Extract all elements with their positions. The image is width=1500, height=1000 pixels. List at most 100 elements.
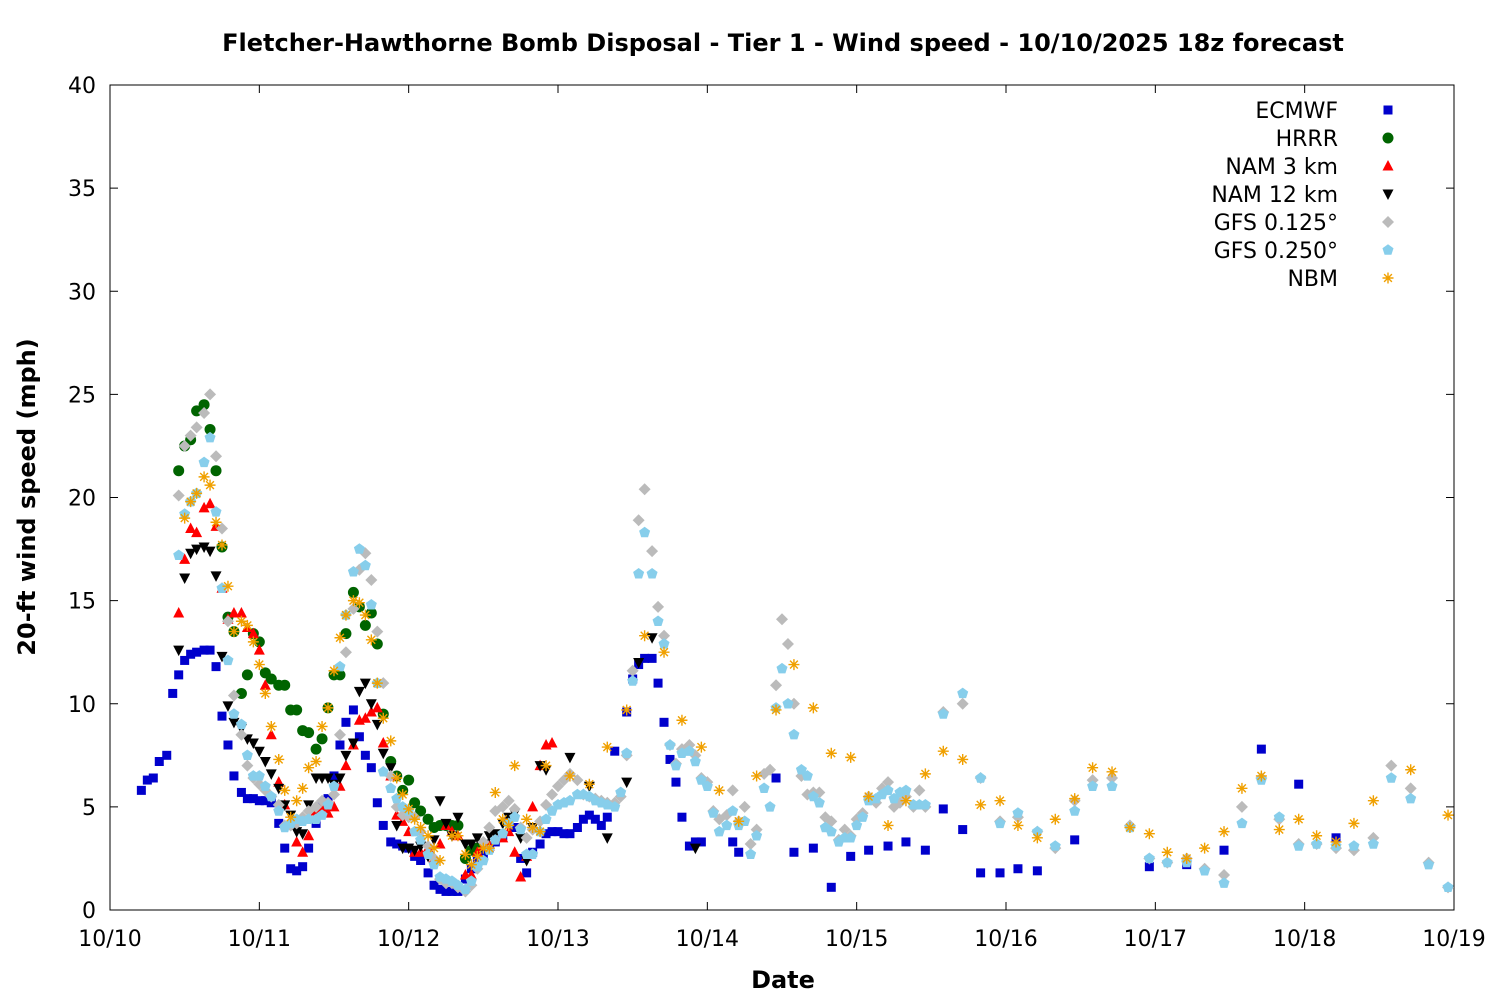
data-point [1405, 764, 1417, 776]
data-point [322, 702, 334, 714]
data-point [365, 699, 377, 710]
data-point [409, 845, 421, 857]
data-point [1442, 881, 1454, 892]
data-point [851, 819, 863, 831]
data-point [489, 786, 501, 798]
data-point [676, 714, 688, 726]
data-point [1235, 800, 1248, 813]
data-point [1442, 809, 1454, 821]
data-point [658, 646, 670, 658]
data-point [1012, 819, 1024, 831]
data-point [347, 565, 359, 577]
data-point [477, 842, 489, 854]
data-point [1293, 840, 1305, 851]
data-point [937, 708, 949, 719]
data-point [285, 811, 297, 823]
data-point [1199, 842, 1211, 854]
data-point [713, 784, 725, 796]
data-point [535, 839, 545, 849]
legend-label: ECMWF [1255, 99, 1338, 124]
data-point [242, 794, 252, 804]
data-point [341, 717, 351, 727]
data-point [136, 785, 146, 795]
data-point [670, 759, 682, 771]
data-point [204, 497, 216, 509]
data-point [415, 822, 427, 833]
data-point [385, 782, 397, 793]
data-point [241, 759, 254, 772]
data-point [199, 645, 209, 655]
data-point [883, 841, 893, 851]
data-point [707, 807, 719, 818]
data-point [377, 766, 389, 777]
data-point [937, 745, 949, 757]
data-point [347, 586, 359, 598]
data-point [359, 619, 371, 631]
data-point [546, 788, 559, 801]
data-point [515, 871, 527, 882]
legend-marker [1382, 189, 1394, 200]
data-point [235, 728, 248, 741]
data-point [919, 799, 931, 810]
plot-border [109, 84, 1455, 911]
data-point [633, 658, 645, 669]
data-point [677, 812, 687, 822]
data-point [565, 829, 575, 839]
data-point [266, 798, 276, 808]
data-point [788, 728, 800, 740]
data-point [1031, 825, 1043, 837]
data-point [609, 801, 621, 812]
data-point [265, 673, 277, 685]
data-point [210, 516, 222, 528]
data-point [222, 701, 234, 712]
data-point [653, 678, 663, 688]
data-point [1070, 835, 1080, 845]
data-point [223, 740, 233, 750]
data-point [440, 818, 452, 830]
data-point [508, 802, 521, 815]
data-point [1032, 866, 1042, 876]
data-point [540, 760, 552, 772]
data-point [340, 628, 352, 640]
data-point [204, 479, 216, 491]
data-point [297, 782, 309, 794]
data-point [359, 559, 371, 571]
data-point [671, 777, 681, 787]
data-point [721, 819, 733, 831]
data-point [185, 522, 197, 533]
data-point [745, 848, 757, 859]
data-point [333, 728, 346, 741]
data-point [664, 739, 676, 750]
data-point [322, 799, 334, 810]
data-point [173, 465, 185, 477]
data-point [403, 774, 415, 786]
data-point [465, 875, 477, 886]
data-point [782, 697, 794, 709]
data-point [483, 842, 495, 854]
data-point [254, 796, 264, 806]
data-point [459, 883, 471, 895]
data-point [191, 526, 203, 538]
data-point [273, 805, 285, 816]
data-point [253, 770, 265, 781]
data-point [446, 830, 458, 842]
data-point [273, 753, 285, 765]
data-point [713, 825, 725, 837]
data-point [247, 627, 259, 639]
data-point [168, 688, 178, 698]
data-point [416, 856, 426, 865]
data-point [1293, 813, 1305, 825]
data-point [744, 838, 757, 850]
data-point [228, 607, 240, 618]
data-point [371, 701, 383, 713]
data-point [995, 868, 1005, 878]
data-point [572, 823, 582, 832]
legend-label: NAM 12 km [1211, 183, 1338, 208]
data-point [180, 655, 190, 665]
data-point [696, 837, 706, 847]
data-point [516, 853, 526, 863]
y-tick-label: 40 [68, 74, 96, 99]
data-point [210, 450, 223, 463]
data-point [1236, 782, 1248, 794]
data-point [371, 638, 383, 650]
